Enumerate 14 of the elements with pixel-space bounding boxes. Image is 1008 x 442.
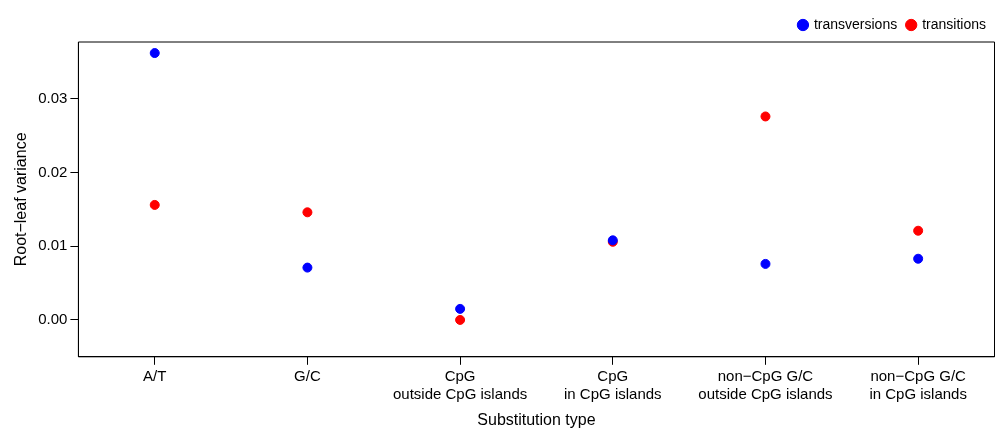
y-tick-label: 0.02: [38, 162, 68, 180]
x-axis-title: Substitution type: [477, 410, 596, 428]
x-tick-label: non−CpG G/C in CpG islands: [869, 366, 967, 402]
y-tick-label: 0.00: [38, 310, 68, 328]
x-tick-label: A/T: [143, 366, 167, 384]
x-tick-label: non−CpG G/C outside CpG islands: [698, 366, 833, 402]
x-tick-label: CpG outside CpG islands: [392, 366, 528, 402]
legend-label: transversions: [813, 15, 898, 32]
x-tick-label: CpG in CpG islands: [564, 366, 662, 402]
x-tick-label: G/C: [294, 366, 321, 384]
y-tick-label: 0.01: [38, 236, 68, 254]
y-tick-label: 0.03: [38, 88, 68, 106]
legend-label: transitions: [922, 15, 987, 32]
y-axis-title: Root−leaf variance: [12, 132, 30, 267]
